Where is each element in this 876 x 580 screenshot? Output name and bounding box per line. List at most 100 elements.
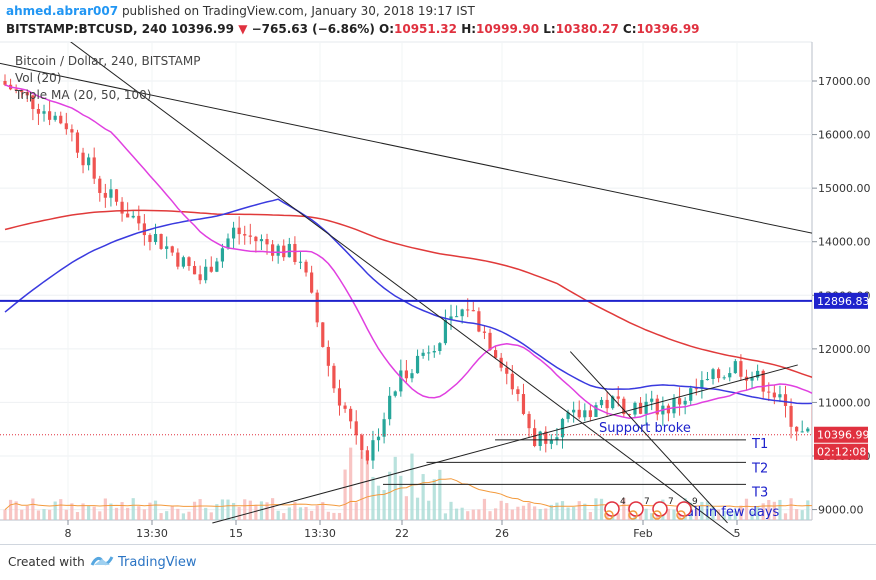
volume-bar bbox=[114, 507, 119, 520]
volume-bar bbox=[806, 500, 810, 520]
volume-bar bbox=[521, 505, 526, 520]
candle-body bbox=[588, 410, 592, 417]
last-price: 10396.99 bbox=[170, 22, 234, 36]
candle-body bbox=[75, 132, 80, 153]
volume-bar bbox=[488, 511, 492, 520]
candle-body bbox=[365, 450, 369, 461]
long-downtrend-line bbox=[0, 62, 812, 234]
volume-bar bbox=[287, 507, 291, 520]
candle-body bbox=[756, 370, 760, 378]
candle-body bbox=[655, 398, 659, 415]
legend-volume[interactable]: Vol (20) bbox=[15, 71, 62, 85]
candle-body bbox=[59, 115, 63, 124]
volume-bar bbox=[599, 498, 604, 520]
volume-bar bbox=[349, 447, 353, 520]
candle-body bbox=[148, 235, 152, 243]
candle-body bbox=[800, 431, 804, 433]
y-tick-label: 16000.00 bbox=[818, 129, 871, 142]
steep-downtrend-line bbox=[70, 42, 735, 537]
open-value: 10951.32 bbox=[394, 22, 458, 36]
volume-bar bbox=[59, 499, 63, 520]
time-axis[interactable]: 8 13:30 15 13:30 22 26 Feb 5 bbox=[65, 520, 741, 540]
candle-body bbox=[20, 89, 24, 93]
candle-body bbox=[728, 373, 732, 378]
grid bbox=[0, 41, 813, 521]
candle-body bbox=[750, 377, 754, 381]
candle-body bbox=[533, 428, 537, 447]
candle-body bbox=[25, 92, 29, 96]
volume-bar bbox=[8, 499, 13, 520]
event-flag-icon bbox=[628, 501, 644, 517]
tradingview-brand[interactable]: TradingView bbox=[118, 555, 197, 570]
candle-body bbox=[31, 95, 35, 110]
volume-bar bbox=[811, 505, 812, 520]
x-tick-label: 13:30 bbox=[136, 527, 168, 540]
candle-body bbox=[572, 409, 576, 413]
candle-body bbox=[293, 243, 297, 262]
volume-bar bbox=[588, 512, 592, 520]
price-chart[interactable]: 9000.0010000.0011000.0012000.0013000.001… bbox=[0, 0, 876, 544]
candle-body bbox=[170, 246, 174, 253]
volume-bar bbox=[772, 501, 776, 520]
candle-body bbox=[650, 398, 654, 402]
y-tick-label: 12000.00 bbox=[818, 343, 871, 356]
y-tick-label: 9000.00 bbox=[818, 504, 864, 517]
candle-body bbox=[326, 346, 330, 366]
volume-bar bbox=[176, 508, 180, 520]
candle-body bbox=[494, 350, 498, 358]
candle-body bbox=[761, 370, 765, 392]
volume-bar bbox=[87, 505, 91, 520]
volume-bar bbox=[711, 506, 715, 520]
candle-body bbox=[192, 265, 197, 275]
volume-bar bbox=[70, 503, 74, 520]
event-badge-count: 7 bbox=[668, 497, 674, 507]
volume-bar bbox=[510, 509, 514, 520]
candle-body bbox=[421, 352, 425, 356]
candle-body bbox=[36, 109, 41, 114]
volume-bar bbox=[744, 498, 749, 520]
legend-triple-ma[interactable]: Triple MA (20, 50, 100) bbox=[15, 88, 152, 102]
candle-body bbox=[443, 319, 448, 344]
volume-bar bbox=[499, 500, 503, 520]
volume-bar bbox=[739, 505, 743, 520]
candle-body bbox=[165, 246, 169, 249]
volume-bar bbox=[616, 513, 620, 520]
volume-bar bbox=[527, 502, 531, 520]
price-change: −765.63 (−6.86%) bbox=[251, 22, 375, 36]
candle-body bbox=[488, 332, 492, 351]
annotations: T1 T2 T3 Support broke all in few days 4 7 7 9 bbox=[382, 421, 780, 520]
volume-bar bbox=[399, 475, 403, 520]
y-tick-label: 14000.00 bbox=[818, 236, 871, 249]
tradingview-logo-icon bbox=[90, 556, 114, 566]
candle-body bbox=[689, 388, 693, 401]
volume-bar bbox=[677, 513, 682, 520]
volume-bar bbox=[53, 501, 57, 520]
candle-body bbox=[187, 257, 191, 266]
volume-bar bbox=[148, 502, 152, 520]
volume-bar bbox=[103, 498, 107, 520]
candle-body bbox=[677, 398, 682, 405]
author-name[interactable]: ahmed.abrar007 bbox=[6, 4, 119, 18]
volume-bar bbox=[382, 490, 386, 520]
candle-body bbox=[410, 373, 414, 379]
volume-bar bbox=[700, 501, 704, 520]
price-marker bbox=[814, 292, 868, 309]
volume-bar bbox=[20, 509, 24, 520]
volume-bar bbox=[25, 505, 29, 520]
y-tick-label: 15000.00 bbox=[818, 182, 871, 195]
footer: Created with TradingView bbox=[0, 544, 876, 580]
candle-body bbox=[538, 431, 542, 447]
volume-bar bbox=[410, 453, 414, 520]
candle-body bbox=[672, 398, 676, 414]
trend-lines bbox=[0, 42, 812, 537]
price-axis[interactable]: 9000.0010000.0011000.0012000.0013000.001… bbox=[812, 75, 871, 517]
volume-bar bbox=[650, 513, 654, 520]
volume-bar bbox=[728, 511, 732, 520]
volume-bar bbox=[800, 510, 804, 520]
event-flag-ring-icon bbox=[676, 510, 686, 520]
volume-bar bbox=[298, 507, 303, 520]
volume-bar bbox=[388, 471, 392, 520]
volume-bar bbox=[271, 498, 275, 520]
candle-body bbox=[131, 215, 135, 218]
volume-bar bbox=[466, 511, 470, 520]
